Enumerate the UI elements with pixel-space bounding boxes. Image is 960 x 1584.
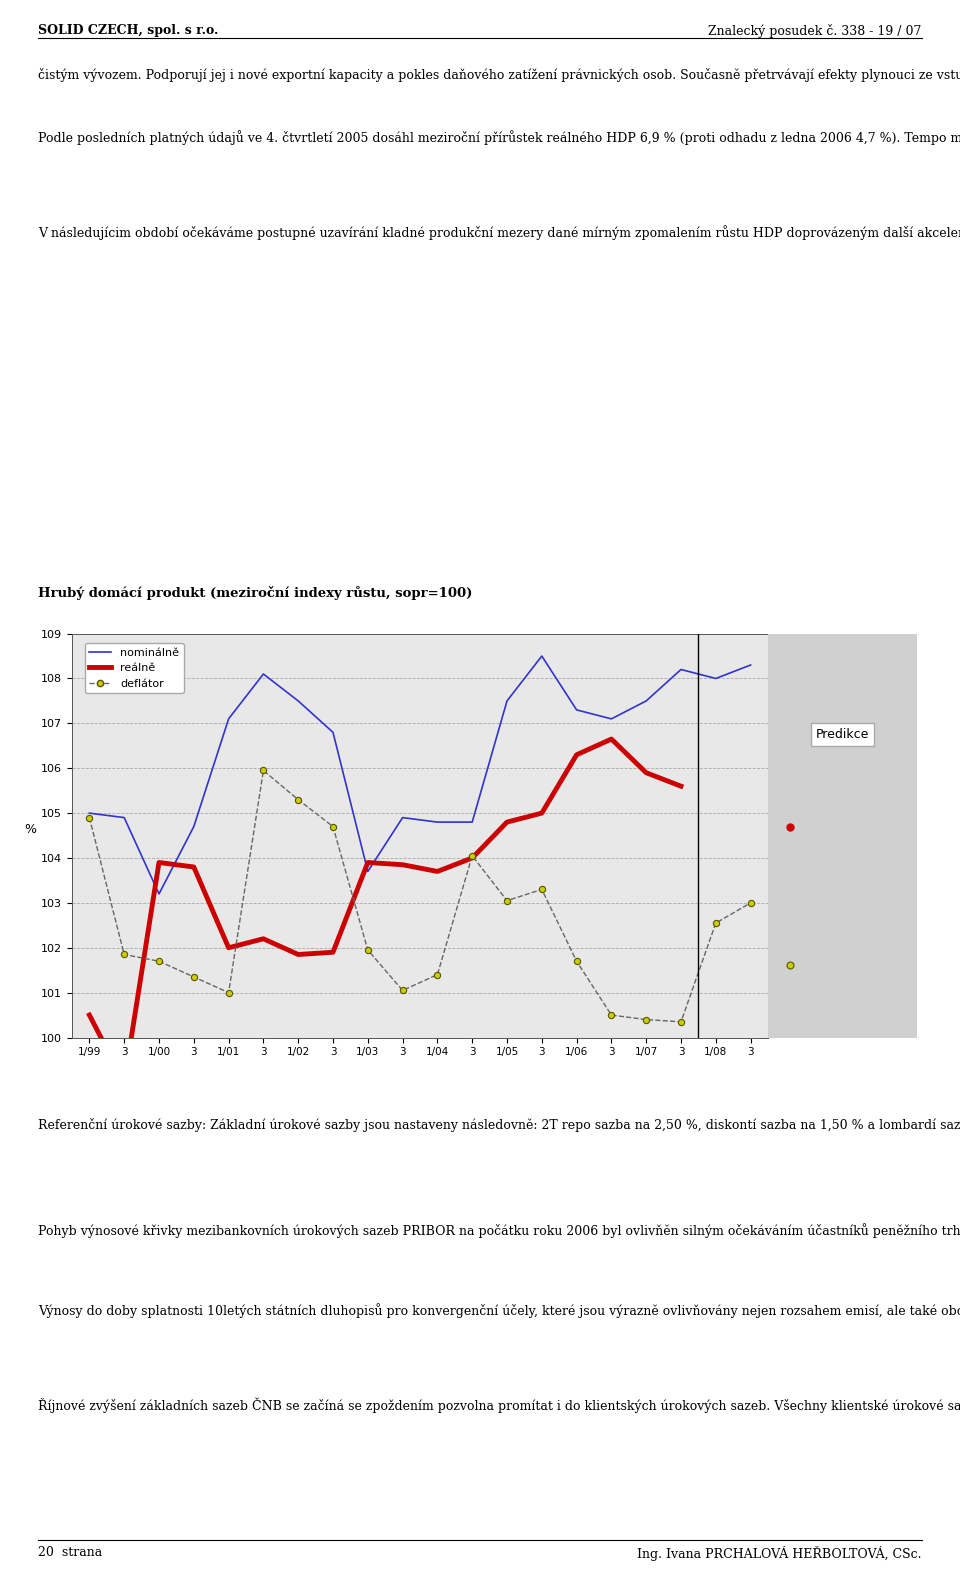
Text: čistým vývozem. Podporují jej i nové exportní kapacity a pokles daňového zatížen: čistým vývozem. Podporují jej i nové exp…: [38, 67, 960, 82]
Text: Podle posledních platných údajů ve 4. čtvrtletí 2005 dosáhl meziroční přírůstek : Podle posledních platných údajů ve 4. čt…: [38, 130, 960, 144]
Text: Pohyb výnosové křivky mezibankovních úrokových sazeb PRIBOR na počátku roku 2006: Pohyb výnosové křivky mezibankovních úro…: [38, 1223, 960, 1239]
Text: Znalecký posudek č. 338 - 19 / 07: Znalecký posudek č. 338 - 19 / 07: [708, 24, 922, 38]
Text: Výnosy do doby splatnosti 10letých státních dluhopisů pro konvergenční účely, kt: Výnosy do doby splatnosti 10letých státn…: [38, 1302, 960, 1318]
Text: Říjnové zvýšení základních sazeb ČNB se začíná se zpoždením pozvolna promítat i : Říjnové zvýšení základních sazeb ČNB se …: [38, 1397, 960, 1413]
Text: Predikce: Predikce: [816, 729, 869, 741]
Legend: nominálně, reálně, deflátor: nominálně, reálně, deflátor: [84, 643, 183, 694]
Text: 20  strana: 20 strana: [38, 1546, 103, 1559]
Y-axis label: %: %: [24, 822, 36, 836]
Text: V následujícim období očekáváme postupné uzavírání kladné produkční mezery dané : V následujícim období očekáváme postupné…: [38, 225, 960, 239]
Text: SOLID CZECH, spol. s r.o.: SOLID CZECH, spol. s r.o.: [38, 24, 219, 36]
Text: Hrubý domácí produkt (meziroční indexy růstu, sopr=100): Hrubý domácí produkt (meziroční indexy r…: [38, 586, 472, 600]
Text: Ing. Ivana PRCHALOVÁ HEŘBOLTOVÁ, CSc.: Ing. Ivana PRCHALOVÁ HEŘBOLTOVÁ, CSc.: [637, 1546, 922, 1560]
Text: Referenční úrokové sazby: Základní úrokové sazby jsou nastaveny následovně: 2T r: Referenční úrokové sazby: Základní úroko…: [38, 1117, 960, 1133]
